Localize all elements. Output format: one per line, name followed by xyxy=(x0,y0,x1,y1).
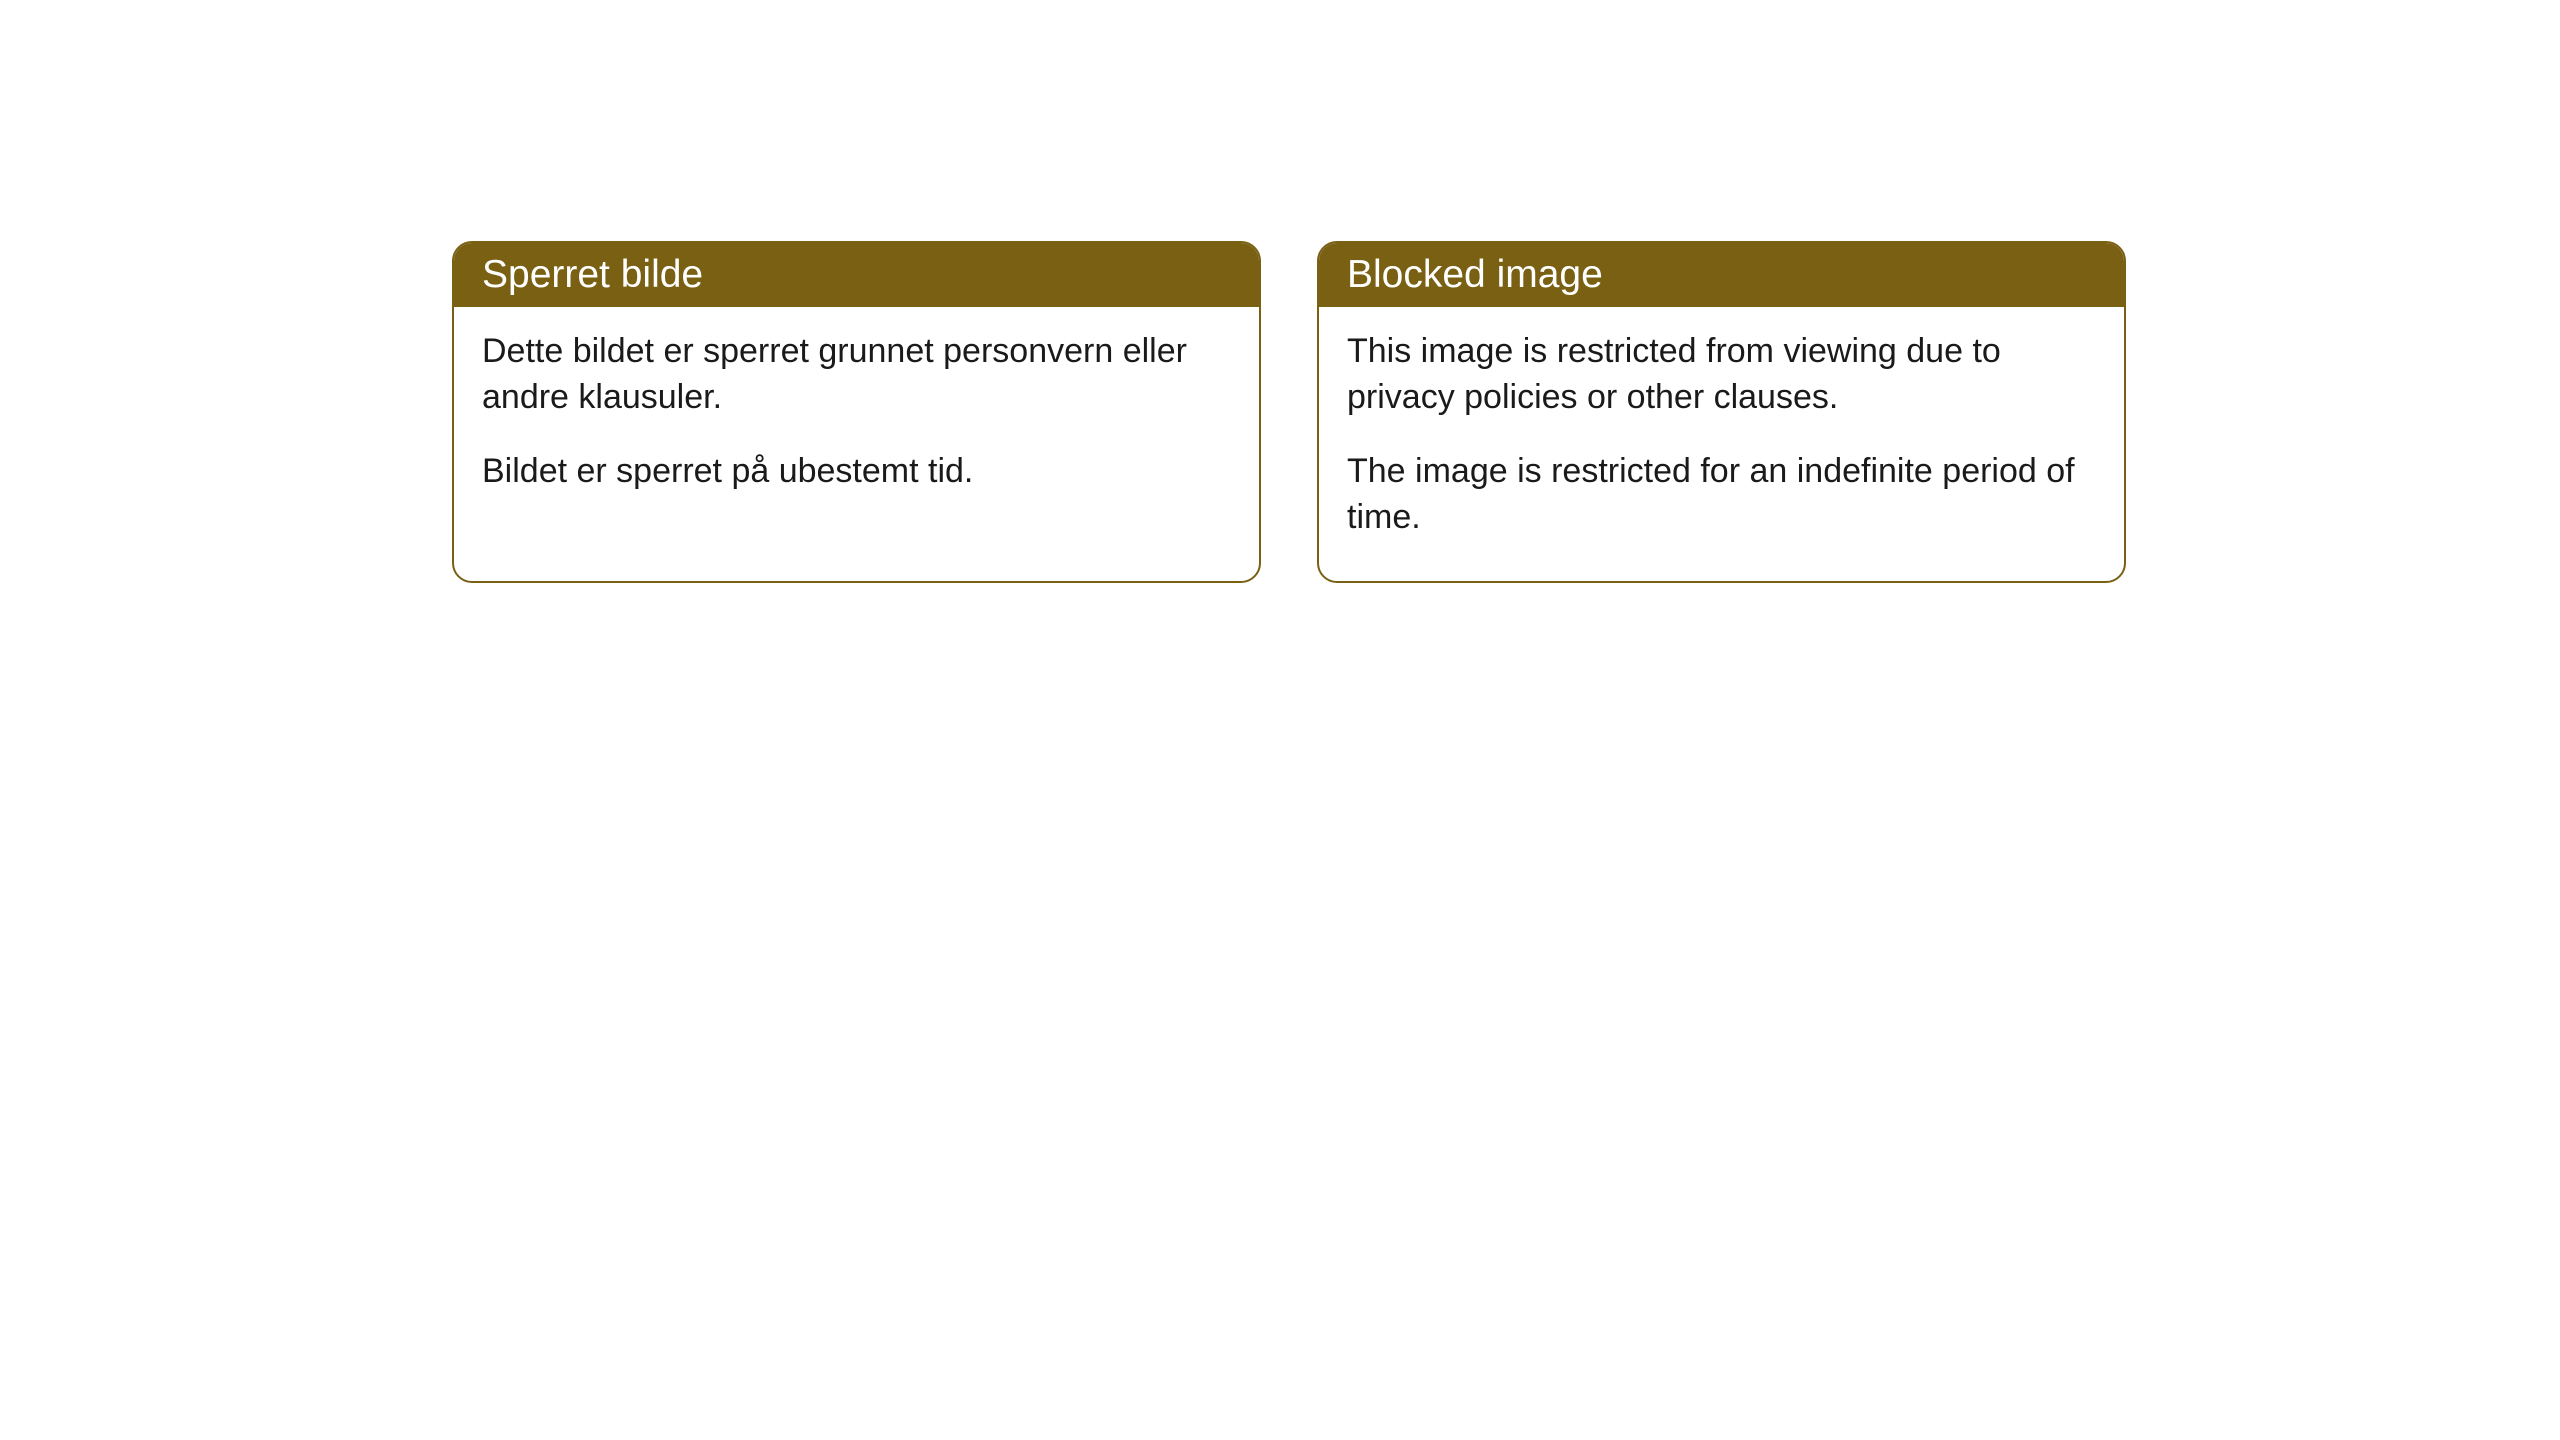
card-paragraph-2: The image is restricted for an indefinit… xyxy=(1347,449,2096,541)
blocked-image-card-norwegian: Sperret bilde Dette bildet er sperret gr… xyxy=(452,241,1261,583)
card-body: This image is restricted from viewing du… xyxy=(1319,307,2124,581)
card-paragraph-1: This image is restricted from viewing du… xyxy=(1347,329,2096,421)
cards-container: Sperret bilde Dette bildet er sperret gr… xyxy=(452,241,2126,583)
card-header: Sperret bilde xyxy=(454,243,1259,307)
card-body: Dette bildet er sperret grunnet personve… xyxy=(454,307,1259,535)
card-header: Blocked image xyxy=(1319,243,2124,307)
card-paragraph-1: Dette bildet er sperret grunnet personve… xyxy=(482,329,1231,421)
blocked-image-card-english: Blocked image This image is restricted f… xyxy=(1317,241,2126,583)
card-paragraph-2: Bildet er sperret på ubestemt tid. xyxy=(482,449,1231,495)
